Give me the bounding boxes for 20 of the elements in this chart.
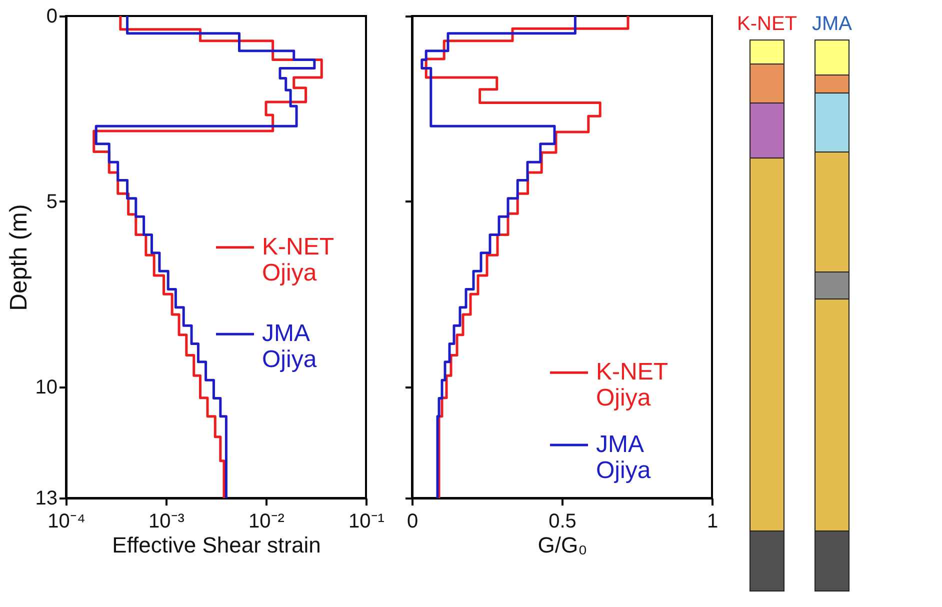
y-tick-label: 5 [46, 190, 58, 213]
y-tick-label: 0 [46, 6, 58, 28]
y-axis-title: Depth (m) [5, 204, 32, 311]
x-tick-label: 10⁻¹ [348, 510, 385, 532]
legend-label: JMA Ojiya [596, 430, 652, 484]
category-label: JMA [812, 13, 853, 35]
legend-label: K-NET Ojiya [596, 358, 668, 412]
x-axis-title: Effective Shear strain [112, 532, 321, 558]
legend-label: K-NET Ojiya [262, 233, 334, 286]
category-label: K-NET [737, 13, 797, 35]
x-tick-label: 1 [706, 510, 718, 532]
y-tick-label: 10 [35, 376, 58, 398]
x-tick-label: 10⁻² [248, 510, 285, 532]
x-axis-title: G/G₀ [538, 532, 588, 558]
x-tick-label: 0 [406, 510, 418, 532]
x-tick-label: 0.5 [548, 510, 576, 532]
y-tick-label: 13 [35, 488, 58, 510]
x-tick-label: 10⁻⁴ [48, 510, 86, 532]
legend-label: JMA Ojiya [262, 320, 318, 374]
x-tick-label: 10⁻³ [148, 510, 185, 532]
